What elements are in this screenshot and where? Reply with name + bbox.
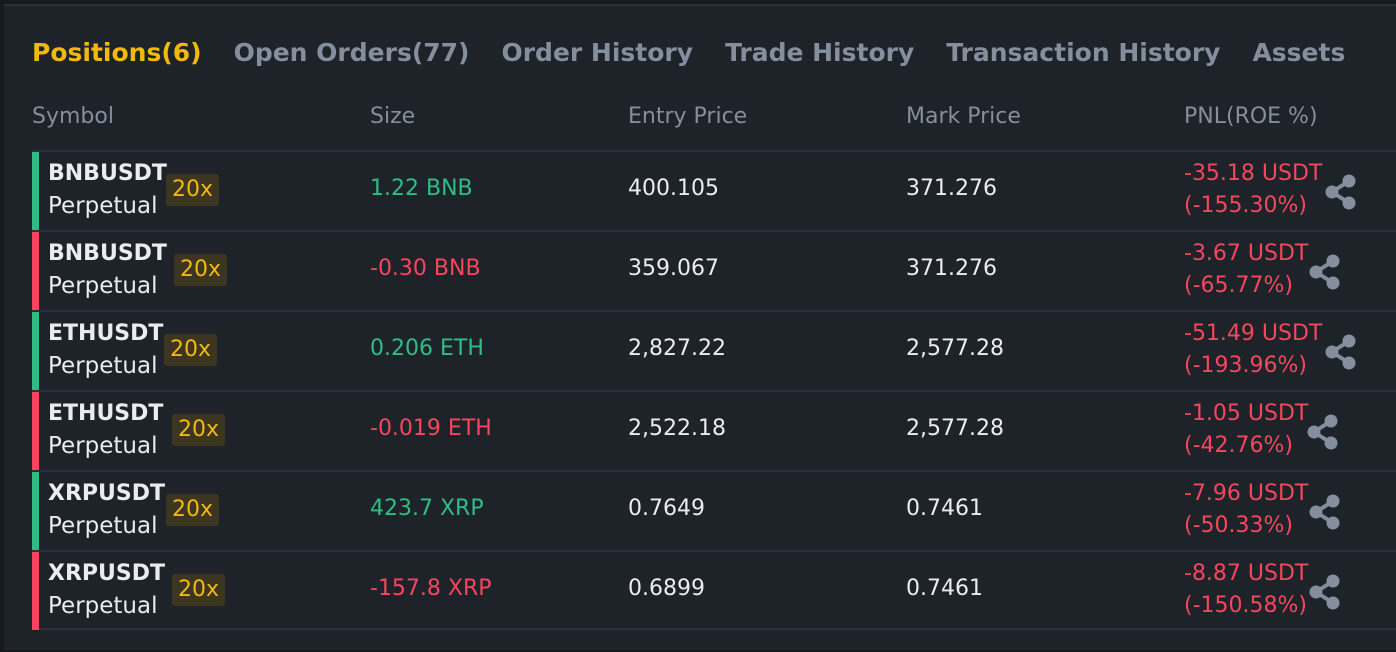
entry-price: 2,827.22 (628, 336, 726, 361)
position-size: 423.7 XRP (370, 496, 484, 521)
share-icon-graphic (1309, 574, 1340, 610)
symbol-name[interactable]: XRPUSDT (48, 561, 166, 586)
table-header: Symbol Size Entry Price Mark Price PNL(R… (32, 104, 1396, 136)
contract-type: Perpetual (48, 353, 158, 379)
position-size: -0.30 BNB (370, 256, 481, 281)
pnl-value: -7.96 USDT (1184, 481, 1309, 506)
mark-price: 371.276 (906, 256, 997, 281)
share-icon[interactable] (1322, 332, 1360, 372)
share-icon[interactable] (1306, 572, 1344, 612)
tab-open-orders[interactable]: Open Orders(77) (233, 37, 470, 67)
position-side-indicator (32, 472, 39, 550)
symbol-name[interactable]: ETHUSDT (48, 321, 164, 346)
contract-type: Perpetual (48, 593, 158, 619)
tab-positions[interactable]: Positions(6) (32, 37, 202, 67)
mark-price: 0.7461 (906, 576, 983, 601)
entry-price: 359.067 (628, 256, 719, 281)
mark-price: 0.7461 (906, 496, 983, 521)
leverage-badge[interactable]: 20x (172, 574, 226, 606)
table-row[interactable]: ETHUSDT Perpetual 20x -0.019 ETH 2,522.1… (32, 390, 1396, 470)
pnl-value: -51.49 USDT (1184, 321, 1323, 346)
position-size: 1.22 BNB (370, 176, 473, 201)
tab-order-history[interactable]: Order History (501, 37, 694, 67)
share-icon[interactable] (1322, 172, 1360, 212)
tab-bar: Positions(6) Open Orders(77) Order Histo… (32, 32, 1377, 72)
share-icon-graphic (1325, 334, 1356, 370)
share-icon-graphic (1307, 414, 1338, 450)
contract-type: Perpetual (48, 513, 158, 539)
position-side-indicator (32, 232, 39, 310)
leverage-badge[interactable]: 20x (172, 414, 226, 446)
symbol-name[interactable]: ETHUSDT (48, 401, 164, 426)
pnl-value: -1.05 USDT (1184, 401, 1309, 426)
pnl-value: -8.87 USDT (1184, 561, 1309, 586)
contract-type: Perpetual (48, 273, 158, 299)
tab-transaction-history[interactable]: Transaction History (946, 37, 1221, 67)
pnl-value: -35.18 USDT (1184, 161, 1323, 186)
symbol-name[interactable]: XRPUSDT (48, 481, 166, 506)
table-row[interactable]: BNBUSDT Perpetual 20x -0.30 BNB 359.067 … (32, 230, 1396, 310)
table-row[interactable]: XRPUSDT Perpetual 20x 423.7 XRP 0.7649 0… (32, 470, 1396, 550)
column-header-mark-price: Mark Price (906, 104, 1021, 129)
table-row[interactable]: BNBUSDT Perpetual 20x 1.22 BNB 400.105 3… (32, 150, 1396, 230)
tab-trade-history[interactable]: Trade History (725, 37, 915, 67)
position-side-indicator (32, 152, 39, 230)
contract-type: Perpetual (48, 193, 158, 219)
mark-price: 371.276 (906, 176, 997, 201)
position-size: -0.019 ETH (370, 416, 492, 441)
share-icon[interactable] (1304, 412, 1342, 452)
leverage-badge[interactable]: 20x (166, 174, 220, 206)
share-icon[interactable] (1306, 252, 1344, 292)
position-side-indicator (32, 312, 39, 390)
roe-value: (-50.33%) (1184, 513, 1293, 538)
position-size: 0.206 ETH (370, 336, 484, 361)
mark-price: 2,577.28 (906, 336, 1004, 361)
roe-value: (-193.96%) (1184, 353, 1307, 378)
table-row[interactable]: ETHUSDT Perpetual 20x 0.206 ETH 2,827.22… (32, 310, 1396, 390)
share-icon-graphic (1309, 494, 1340, 530)
column-header-symbol: Symbol (32, 104, 114, 129)
column-header-pnl: PNL(ROE %) (1184, 104, 1318, 129)
table-row[interactable]: XRPUSDT Perpetual 20x -157.8 XRP 0.6899 … (32, 550, 1396, 630)
position-side-indicator (32, 392, 39, 470)
column-header-entry-price: Entry Price (628, 104, 748, 129)
position-size: -157.8 XRP (370, 576, 492, 601)
column-header-size: Size (370, 104, 416, 129)
roe-value: (-65.77%) (1184, 273, 1293, 298)
share-icon-graphic (1309, 254, 1340, 290)
roe-value: (-155.30%) (1184, 193, 1307, 218)
mark-price: 2,577.28 (906, 416, 1004, 441)
leverage-badge[interactable]: 20x (164, 334, 218, 366)
position-side-indicator (32, 552, 39, 630)
leverage-badge[interactable]: 20x (174, 254, 228, 286)
symbol-name[interactable]: BNBUSDT (48, 161, 167, 186)
contract-type: Perpetual (48, 433, 158, 459)
positions-table: BNBUSDT Perpetual 20x 1.22 BNB 400.105 3… (32, 150, 1396, 630)
entry-price: 400.105 (628, 176, 719, 201)
entry-price: 0.7649 (628, 496, 705, 521)
entry-price: 0.6899 (628, 576, 705, 601)
roe-value: (-42.76%) (1184, 433, 1293, 458)
symbol-name[interactable]: BNBUSDT (48, 241, 167, 266)
roe-value: (-150.58%) (1184, 593, 1307, 618)
entry-price: 2,522.18 (628, 416, 726, 441)
leverage-badge[interactable]: 20x (166, 494, 220, 526)
pnl-value: -3.67 USDT (1184, 241, 1309, 266)
tab-assets[interactable]: Assets (1252, 37, 1346, 67)
positions-panel: Positions(6) Open Orders(77) Order Histo… (4, 4, 1396, 650)
share-icon[interactable] (1306, 492, 1344, 532)
share-icon-graphic (1325, 174, 1356, 210)
